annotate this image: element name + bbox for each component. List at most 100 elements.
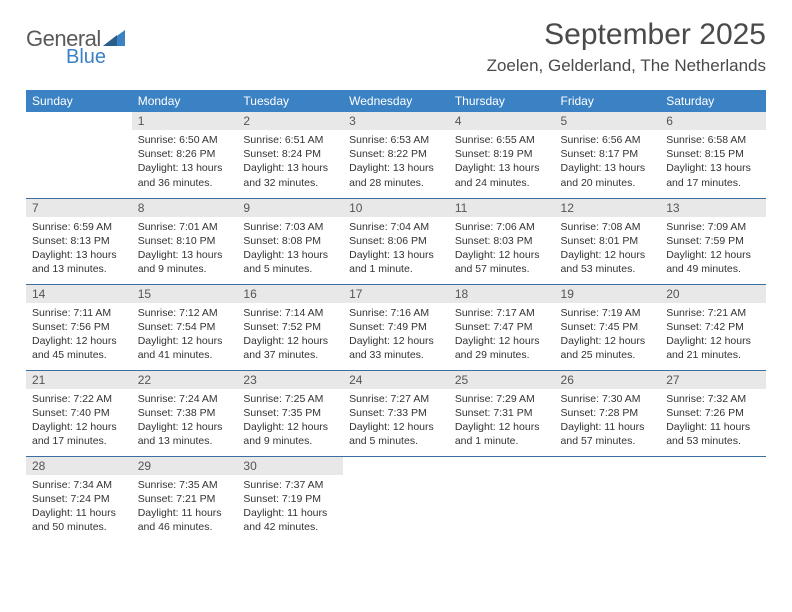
sunset-line: Sunset: 8:19 PM [455, 147, 549, 161]
day-number: 22 [132, 371, 238, 389]
daylight-line: Daylight: 12 hours and 29 minutes. [455, 334, 549, 362]
day-detail: Sunrise: 6:56 AMSunset: 8:17 PMDaylight:… [555, 130, 661, 194]
weekday-header: Friday [555, 90, 661, 112]
day-number: 16 [237, 285, 343, 303]
weekday-header: Thursday [449, 90, 555, 112]
sunrise-line: Sunrise: 6:53 AM [349, 133, 443, 147]
sunset-line: Sunset: 7:45 PM [561, 320, 655, 334]
weekday-header: Sunday [26, 90, 132, 112]
day-detail: Sunrise: 7:11 AMSunset: 7:56 PMDaylight:… [26, 303, 132, 367]
page-title: September 2025 [487, 18, 766, 52]
weekday-header-row: SundayMondayTuesdayWednesdayThursdayFrid… [26, 90, 766, 112]
day-detail: Sunrise: 7:14 AMSunset: 7:52 PMDaylight:… [237, 303, 343, 367]
daylight-line: Daylight: 13 hours and 20 minutes. [561, 161, 655, 189]
day-detail: Sunrise: 7:12 AMSunset: 7:54 PMDaylight:… [132, 303, 238, 367]
calendar-body: 1Sunrise: 6:50 AMSunset: 8:26 PMDaylight… [26, 112, 766, 542]
sunrise-line: Sunrise: 7:21 AM [666, 306, 760, 320]
daylight-line: Daylight: 13 hours and 32 minutes. [243, 161, 337, 189]
day-number: 7 [26, 199, 132, 217]
day-detail: Sunrise: 7:29 AMSunset: 7:31 PMDaylight:… [449, 389, 555, 453]
calendar-week-row: 1Sunrise: 6:50 AMSunset: 8:26 PMDaylight… [26, 112, 766, 198]
sunset-line: Sunset: 7:59 PM [666, 234, 760, 248]
day-detail: Sunrise: 6:51 AMSunset: 8:24 PMDaylight:… [237, 130, 343, 194]
day-detail: Sunrise: 7:06 AMSunset: 8:03 PMDaylight:… [449, 217, 555, 281]
sunset-line: Sunset: 7:47 PM [455, 320, 549, 334]
day-number: 24 [343, 371, 449, 389]
sunset-line: Sunset: 8:08 PM [243, 234, 337, 248]
calendar-cell: 29Sunrise: 7:35 AMSunset: 7:21 PMDayligh… [132, 456, 238, 542]
day-detail: Sunrise: 6:58 AMSunset: 8:15 PMDaylight:… [660, 130, 766, 194]
day-detail: Sunrise: 7:30 AMSunset: 7:28 PMDaylight:… [555, 389, 661, 453]
sunset-line: Sunset: 8:01 PM [561, 234, 655, 248]
weekday-header: Tuesday [237, 90, 343, 112]
sunrise-line: Sunrise: 7:19 AM [561, 306, 655, 320]
sunrise-line: Sunrise: 7:12 AM [138, 306, 232, 320]
location-subtitle: Zoelen, Gelderland, The Netherlands [487, 56, 766, 76]
sunrise-line: Sunrise: 7:22 AM [32, 392, 126, 406]
calendar-week-row: 28Sunrise: 7:34 AMSunset: 7:24 PMDayligh… [26, 456, 766, 542]
weekday-header: Wednesday [343, 90, 449, 112]
daylight-line: Daylight: 12 hours and 9 minutes. [243, 420, 337, 448]
sunset-line: Sunset: 8:10 PM [138, 234, 232, 248]
sunset-line: Sunset: 8:13 PM [32, 234, 126, 248]
sunset-line: Sunset: 7:38 PM [138, 406, 232, 420]
calendar-week-row: 14Sunrise: 7:11 AMSunset: 7:56 PMDayligh… [26, 284, 766, 370]
sunset-line: Sunset: 7:21 PM [138, 492, 232, 506]
day-number: 1 [132, 112, 238, 130]
sunrise-line: Sunrise: 7:03 AM [243, 220, 337, 234]
day-detail: Sunrise: 7:25 AMSunset: 7:35 PMDaylight:… [237, 389, 343, 453]
day-detail: Sunrise: 7:24 AMSunset: 7:38 PMDaylight:… [132, 389, 238, 453]
sunset-line: Sunset: 7:35 PM [243, 406, 337, 420]
sunrise-line: Sunrise: 6:51 AM [243, 133, 337, 147]
day-detail: Sunrise: 7:01 AMSunset: 8:10 PMDaylight:… [132, 217, 238, 281]
day-number: 26 [555, 371, 661, 389]
daylight-line: Daylight: 12 hours and 17 minutes. [32, 420, 126, 448]
daylight-line: Daylight: 12 hours and 1 minute. [455, 420, 549, 448]
sunrise-line: Sunrise: 7:16 AM [349, 306, 443, 320]
day-number: 28 [26, 457, 132, 475]
sunrise-line: Sunrise: 7:06 AM [455, 220, 549, 234]
calendar-cell: 16Sunrise: 7:14 AMSunset: 7:52 PMDayligh… [237, 284, 343, 370]
header: General Blue September 2025 Zoelen, Geld… [0, 0, 792, 76]
sunrise-line: Sunrise: 7:32 AM [666, 392, 760, 406]
logo-text-block: General Blue [26, 26, 125, 69]
day-detail: Sunrise: 7:22 AMSunset: 7:40 PMDaylight:… [26, 389, 132, 453]
day-detail: Sunrise: 7:32 AMSunset: 7:26 PMDaylight:… [660, 389, 766, 453]
sunrise-line: Sunrise: 7:01 AM [138, 220, 232, 234]
daylight-line: Daylight: 12 hours and 5 minutes. [349, 420, 443, 448]
day-number: 6 [660, 112, 766, 130]
sunrise-line: Sunrise: 7:30 AM [561, 392, 655, 406]
day-number: 27 [660, 371, 766, 389]
sunrise-line: Sunrise: 6:58 AM [666, 133, 760, 147]
day-number: 11 [449, 199, 555, 217]
daylight-line: Daylight: 13 hours and 9 minutes. [138, 248, 232, 276]
day-detail: Sunrise: 7:03 AMSunset: 8:08 PMDaylight:… [237, 217, 343, 281]
calendar-cell: 6Sunrise: 6:58 AMSunset: 8:15 PMDaylight… [660, 112, 766, 198]
sunrise-line: Sunrise: 7:25 AM [243, 392, 337, 406]
day-detail: Sunrise: 6:59 AMSunset: 8:13 PMDaylight:… [26, 217, 132, 281]
sunset-line: Sunset: 7:40 PM [32, 406, 126, 420]
day-detail: Sunrise: 7:34 AMSunset: 7:24 PMDaylight:… [26, 475, 132, 539]
day-number: 21 [26, 371, 132, 389]
calendar-cell [26, 112, 132, 198]
daylight-line: Daylight: 13 hours and 1 minute. [349, 248, 443, 276]
daylight-line: Daylight: 12 hours and 49 minutes. [666, 248, 760, 276]
calendar-cell: 15Sunrise: 7:12 AMSunset: 7:54 PMDayligh… [132, 284, 238, 370]
calendar-week-row: 21Sunrise: 7:22 AMSunset: 7:40 PMDayligh… [26, 370, 766, 456]
day-number: 15 [132, 285, 238, 303]
day-number: 30 [237, 457, 343, 475]
sunrise-line: Sunrise: 7:34 AM [32, 478, 126, 492]
daylight-line: Daylight: 12 hours and 37 minutes. [243, 334, 337, 362]
day-number: 9 [237, 199, 343, 217]
calendar-cell: 30Sunrise: 7:37 AMSunset: 7:19 PMDayligh… [237, 456, 343, 542]
calendar-cell: 7Sunrise: 6:59 AMSunset: 8:13 PMDaylight… [26, 198, 132, 284]
daylight-line: Daylight: 12 hours and 53 minutes. [561, 248, 655, 276]
calendar-cell: 20Sunrise: 7:21 AMSunset: 7:42 PMDayligh… [660, 284, 766, 370]
weekday-header: Saturday [660, 90, 766, 112]
calendar-cell: 13Sunrise: 7:09 AMSunset: 7:59 PMDayligh… [660, 198, 766, 284]
day-number: 10 [343, 199, 449, 217]
day-number: 12 [555, 199, 661, 217]
sunrise-line: Sunrise: 7:29 AM [455, 392, 549, 406]
calendar-cell: 19Sunrise: 7:19 AMSunset: 7:45 PMDayligh… [555, 284, 661, 370]
calendar-week-row: 7Sunrise: 6:59 AMSunset: 8:13 PMDaylight… [26, 198, 766, 284]
